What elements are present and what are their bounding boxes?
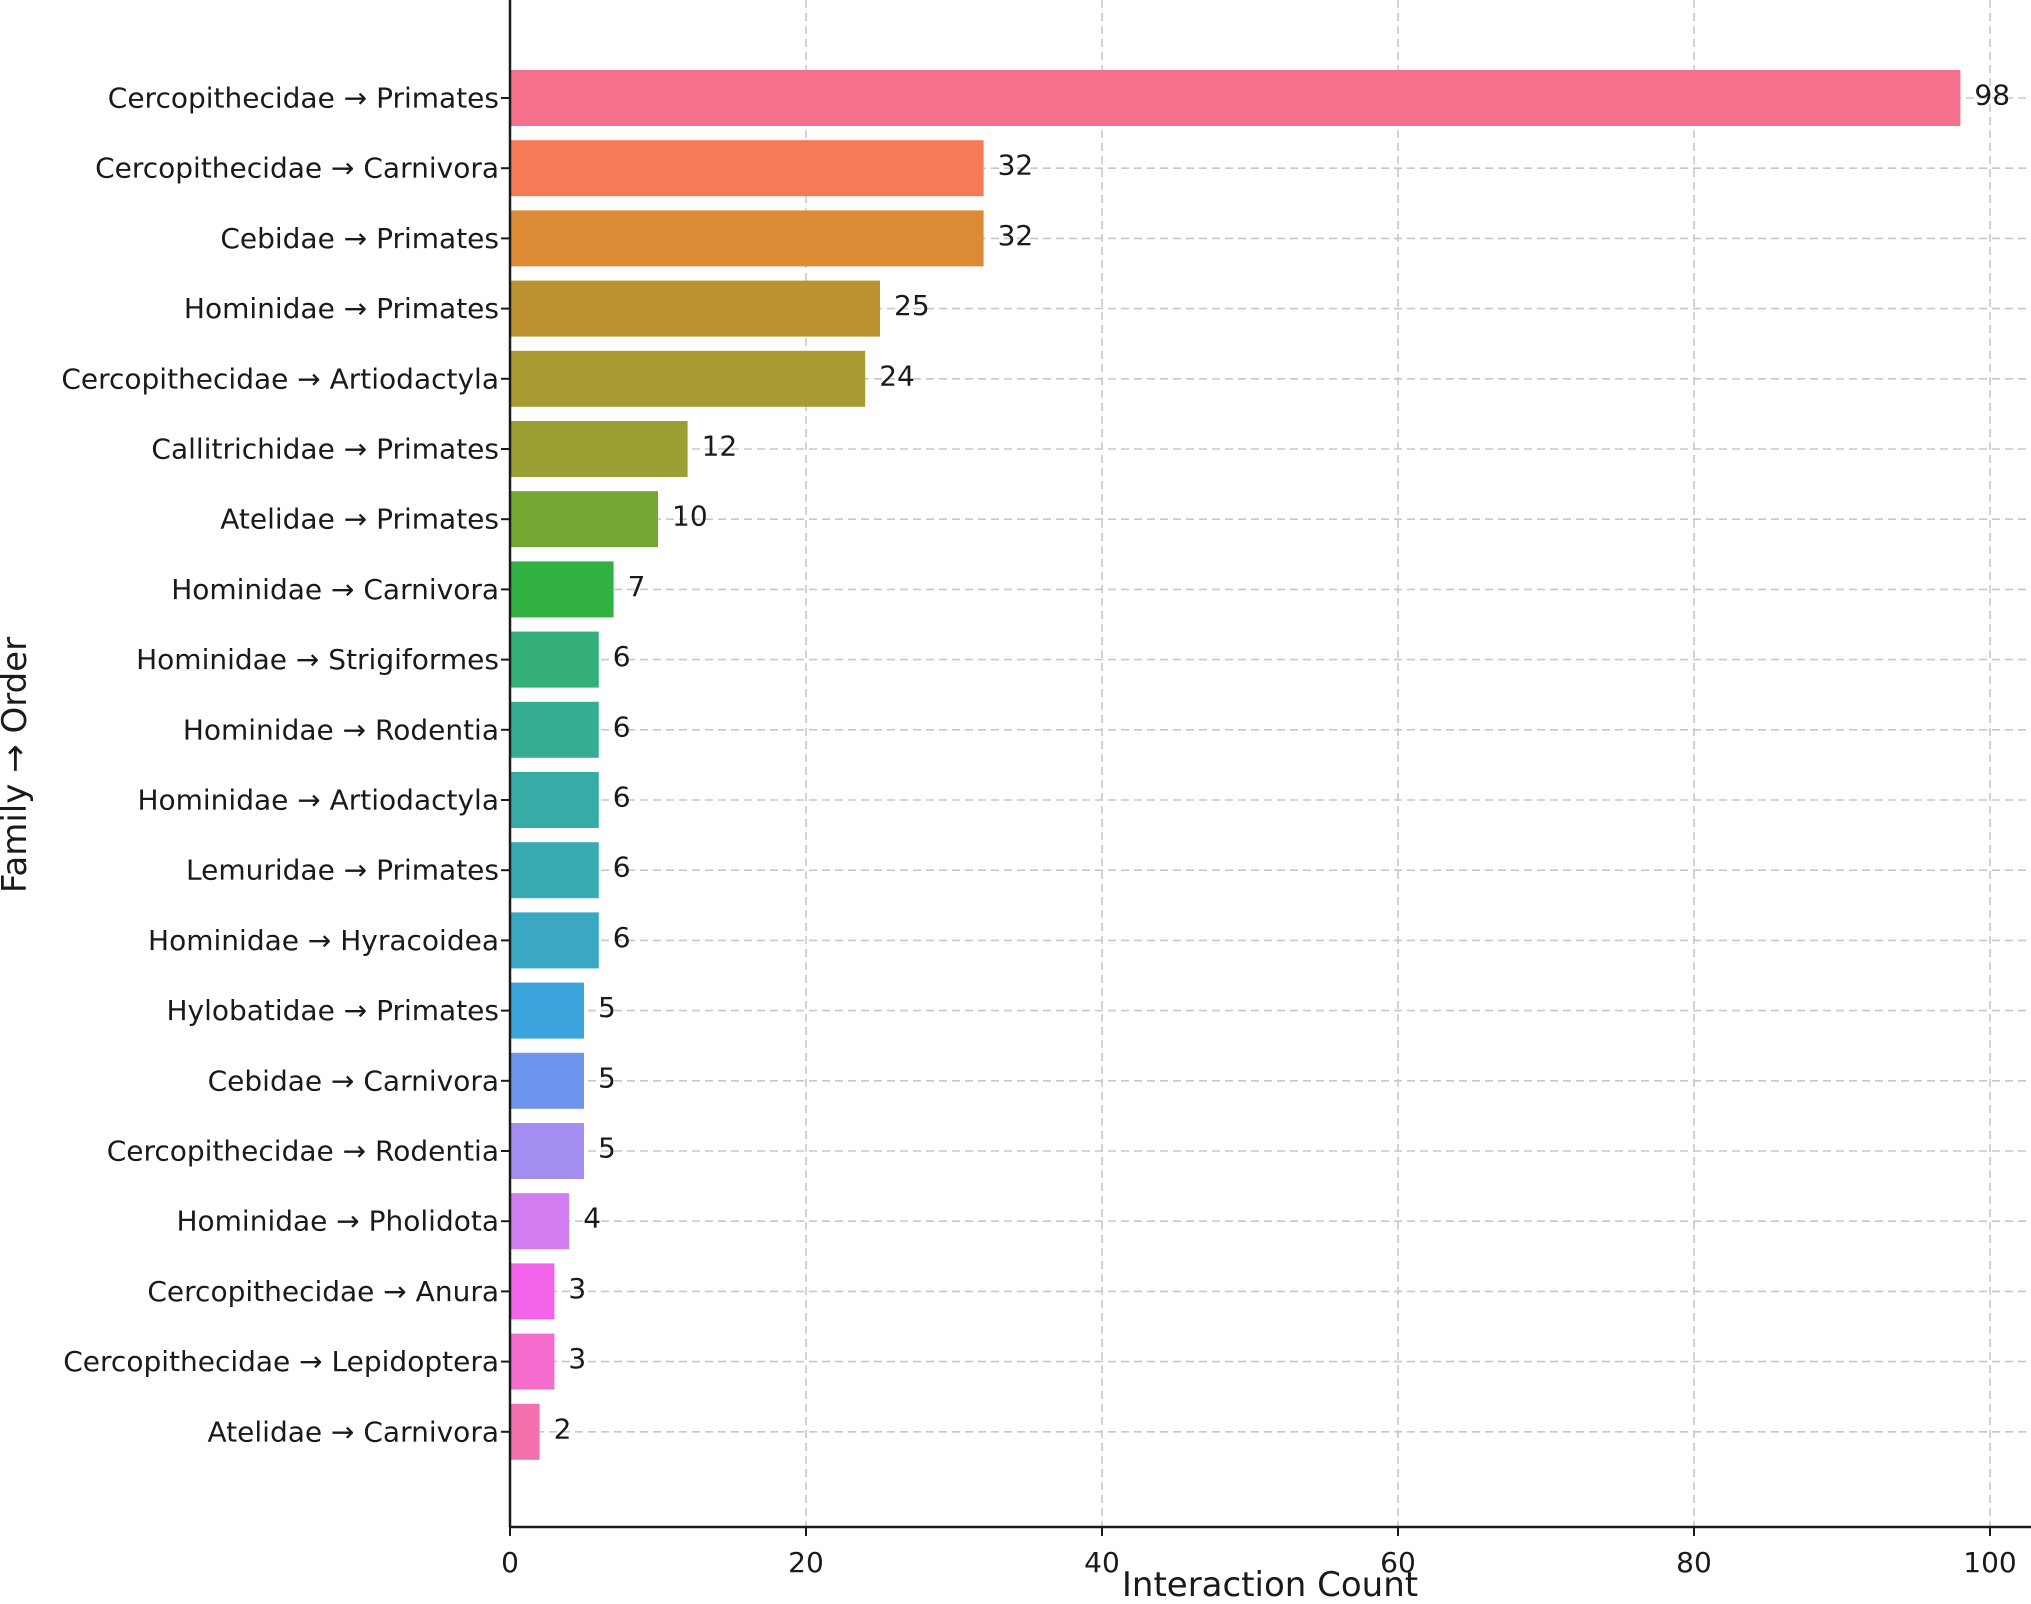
bar <box>510 350 866 407</box>
category-label: Cercopithecidae → Lepidoptera <box>63 1345 499 1378</box>
category-label: Atelidae → Carnivora <box>208 1415 499 1448</box>
category-label: Cercopithecidae → Anura <box>147 1275 499 1308</box>
category-label: Cebidae → Carnivora <box>208 1064 499 1097</box>
value-label: 7 <box>628 570 646 603</box>
value-label: 32 <box>998 149 1034 182</box>
category-label: Hominidae → Pholidota <box>176 1205 499 1238</box>
labels: 0 20 40 60 80 100 Cercopithecidae → Primates 98… <box>61 79 2016 1580</box>
x-tick-label: 100 <box>1963 1546 2016 1579</box>
value-label: 6 <box>613 781 631 814</box>
category-label: Cebidae → Primates <box>220 222 499 255</box>
category-label: Lemuridae → Primates <box>186 854 499 887</box>
bar <box>510 701 599 758</box>
bar <box>510 140 984 197</box>
x-tick-label: 60 <box>1380 1546 1416 1579</box>
value-label: 32 <box>998 219 1034 252</box>
value-label: 2 <box>554 1412 572 1445</box>
value-label: 5 <box>598 1061 616 1094</box>
bar <box>510 1052 584 1109</box>
category-label: Hominidae → Strigiformes <box>136 643 499 676</box>
bar <box>510 1403 540 1460</box>
value-label: 3 <box>568 1342 586 1375</box>
category-label: Hylobatidae → Primates <box>166 994 499 1027</box>
bar <box>510 280 880 337</box>
x-tick-label: 0 <box>501 1546 519 1579</box>
bar <box>510 772 599 828</box>
value-label: 98 <box>1974 79 2010 112</box>
value-label: 6 <box>613 921 631 954</box>
value-label: 6 <box>613 851 631 884</box>
bar <box>510 842 599 899</box>
axes <box>501 0 2031 1536</box>
category-label: Cercopithecidae → Primates <box>108 82 499 115</box>
y-axis-title: Family → Order <box>0 637 35 893</box>
bar <box>510 1263 555 1320</box>
value-label: 5 <box>598 1132 616 1165</box>
bar <box>510 70 1961 126</box>
x-tick-label: 80 <box>1676 1546 1712 1579</box>
x-tick-label: 40 <box>1084 1546 1120 1579</box>
value-label: 24 <box>879 359 915 392</box>
bars <box>510 70 1961 1460</box>
value-label: 6 <box>613 710 631 743</box>
value-label: 5 <box>598 991 616 1024</box>
category-label: Atelidae → Primates <box>220 503 499 536</box>
bar <box>510 982 584 1039</box>
value-label: 6 <box>613 640 631 673</box>
value-label: 3 <box>568 1272 586 1305</box>
category-label: Hominidae → Artiodactyla <box>137 784 499 817</box>
bar <box>510 912 599 969</box>
bar <box>510 1123 584 1179</box>
value-label: 12 <box>702 430 738 463</box>
x-tick-label: 20 <box>788 1546 824 1579</box>
bar <box>510 1193 570 1250</box>
category-label: Cercopithecidae → Artiodactyla <box>61 362 499 395</box>
bar <box>510 561 614 618</box>
category-label: Cercopithecidae → Rodentia <box>107 1135 499 1168</box>
bar <box>510 1333 555 1390</box>
bar <box>510 421 688 477</box>
category-label: Callitrichidae → Primates <box>151 433 499 466</box>
value-label: 25 <box>894 289 930 322</box>
value-label: 10 <box>672 500 708 533</box>
category-label: Cercopithecidae → Carnivora <box>95 152 499 185</box>
x-axis-title: Interaction Count <box>1122 1565 1418 1604</box>
value-label: 4 <box>583 1202 601 1235</box>
category-label: Hominidae → Primates <box>184 292 499 325</box>
bar <box>510 491 658 548</box>
bar <box>510 631 599 688</box>
category-label: Hominidae → Rodentia <box>183 713 499 746</box>
category-label: Hominidae → Carnivora <box>171 573 499 606</box>
grid <box>510 0 2031 1527</box>
category-label: Hominidae → Hyracoidea <box>148 924 499 957</box>
bar <box>510 210 984 267</box>
